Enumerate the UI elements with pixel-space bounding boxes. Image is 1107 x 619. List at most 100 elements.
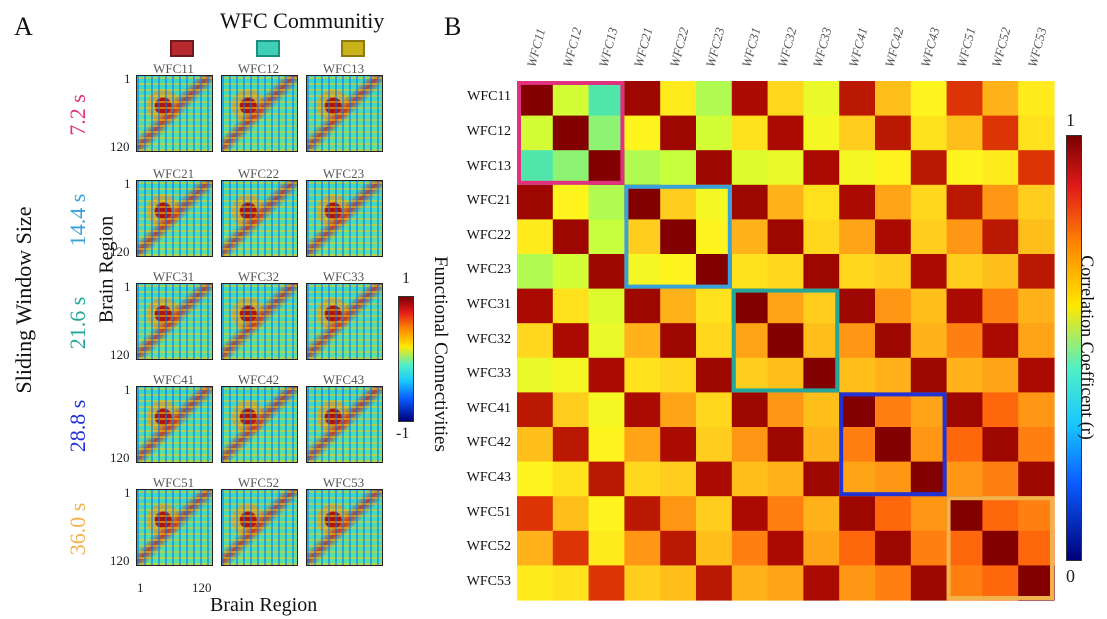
heatmap-cell: [839, 496, 876, 532]
heatmap-cell: [767, 184, 804, 220]
y-tick-end: 120: [110, 244, 130, 259]
heatmap-cell: [803, 184, 840, 220]
heatmap-cell: [767, 254, 804, 290]
row-label: WFC22: [466, 227, 511, 243]
fc-matrix-tile: [306, 489, 383, 566]
heatmap-cell: [839, 288, 876, 324]
heatmap-cell: [731, 254, 769, 290]
heatmap-cell: [946, 323, 983, 359]
heatmap-cell: [731, 115, 769, 151]
heatmap-cell: [803, 323, 840, 359]
heatmap-cell: [624, 184, 661, 220]
fc-tile-label: WFC31: [152, 269, 195, 284]
heatmap-cell: [910, 530, 948, 566]
heatmap-cell: [731, 427, 769, 463]
heatmap-cell: [624, 461, 661, 497]
heatmap-cell: [552, 219, 590, 255]
heatmap-cell: [767, 150, 804, 186]
heatmap-cell: [552, 392, 590, 428]
heatmap-cell: [1018, 496, 1055, 532]
community-swatch-3: [341, 40, 365, 57]
heatmap-cell: [875, 288, 912, 324]
heatmap-cell: [839, 392, 876, 428]
heatmap-cell: [1018, 565, 1055, 601]
community-swatch-1: [170, 40, 194, 57]
heatmap-cell: [910, 323, 948, 359]
heatmap-cell: [875, 392, 912, 428]
heatmap-cell: [552, 115, 590, 151]
heatmap-cell: [1018, 357, 1055, 393]
row-label: WFC53: [466, 573, 511, 589]
row-label: WFC13: [466, 158, 511, 174]
fc-matrix-tile: [221, 75, 298, 152]
heatmap-cell: [839, 357, 876, 393]
fc-matrix-tile: [136, 283, 213, 360]
heatmap-cell: [946, 427, 983, 463]
heatmap-cell: [875, 81, 912, 117]
heatmap-cell: [731, 392, 769, 428]
heatmap-cell: [1018, 323, 1055, 359]
fc-matrix-tile: [136, 489, 213, 566]
row-label: WFC31: [466, 296, 511, 312]
heatmap-cell: [803, 496, 840, 532]
y-tick-start: 1: [124, 176, 131, 191]
heatmap-cell: [517, 254, 554, 290]
heatmap-cell: [517, 357, 554, 393]
heatmap-cell: [624, 392, 661, 428]
heatmap-cell: [803, 254, 840, 290]
heatmap-cell: [946, 496, 983, 532]
heatmap-cell: [552, 496, 590, 532]
heatmap-cell: [875, 530, 912, 566]
heatmap-cell: [624, 81, 661, 117]
fc-matrix-tile: [221, 489, 298, 566]
heatmap-cell: [588, 565, 625, 601]
fc-tile-label: WFC52: [237, 475, 280, 490]
y-tick-start: 1: [124, 71, 131, 86]
heatmap-cell: [946, 357, 983, 393]
x-tick-start: 1: [137, 580, 144, 595]
community-highlight-box: [731, 288, 840, 393]
heatmap-cell: [839, 219, 876, 255]
heatmap-cell: [803, 357, 840, 393]
heatmap-cell: [588, 288, 625, 324]
heatmap-cell: [517, 81, 554, 117]
heatmap-cell: [624, 530, 661, 566]
heatmap-cell: [552, 150, 590, 186]
y-tick-start: 1: [124, 279, 131, 294]
heatmap-cell: [803, 427, 840, 463]
heatmap-cell: [910, 427, 948, 463]
row-label: WFC51: [466, 504, 511, 520]
heatmap-cell: [517, 461, 554, 497]
heatmap-cell: [624, 427, 661, 463]
heatmap-cell: [552, 357, 590, 393]
heatmap-cell: [696, 530, 733, 566]
heatmap-cell: [696, 565, 733, 601]
row-label: WFC42: [466, 435, 511, 451]
heatmap-cell: [588, 530, 625, 566]
heatmap-cell: [875, 219, 912, 255]
heatmap-cell: [839, 150, 876, 186]
heatmap-cell: [731, 530, 769, 566]
heatmap-cell: [660, 323, 697, 359]
heatmap-cell: [946, 288, 983, 324]
heatmap-cell: [839, 184, 876, 220]
heatmap-cell: [910, 496, 948, 532]
heatmap-cell: [767, 427, 804, 463]
x-axis-label: Brain Region: [210, 594, 318, 616]
heatmap-cell: [588, 81, 625, 117]
heatmap-cell: [946, 219, 983, 255]
heatmap-cell: [982, 288, 1019, 324]
heatmap-cell: [696, 323, 733, 359]
heatmap-cell: [517, 565, 554, 601]
heatmap-cell: [1018, 219, 1055, 255]
heatmap-cell: [552, 288, 590, 324]
heatmap-cell: [875, 427, 912, 463]
heatmap-cell: [982, 81, 1019, 117]
row-label: WFC43: [466, 469, 511, 485]
heatmap-cell: [946, 565, 983, 601]
row-label: WFC41: [466, 400, 511, 416]
corr-colorbar-min: 0: [1066, 566, 1075, 586]
heatmap-cell: [660, 565, 697, 601]
heatmap-cell: [696, 81, 733, 117]
heatmap-cell: [803, 461, 840, 497]
